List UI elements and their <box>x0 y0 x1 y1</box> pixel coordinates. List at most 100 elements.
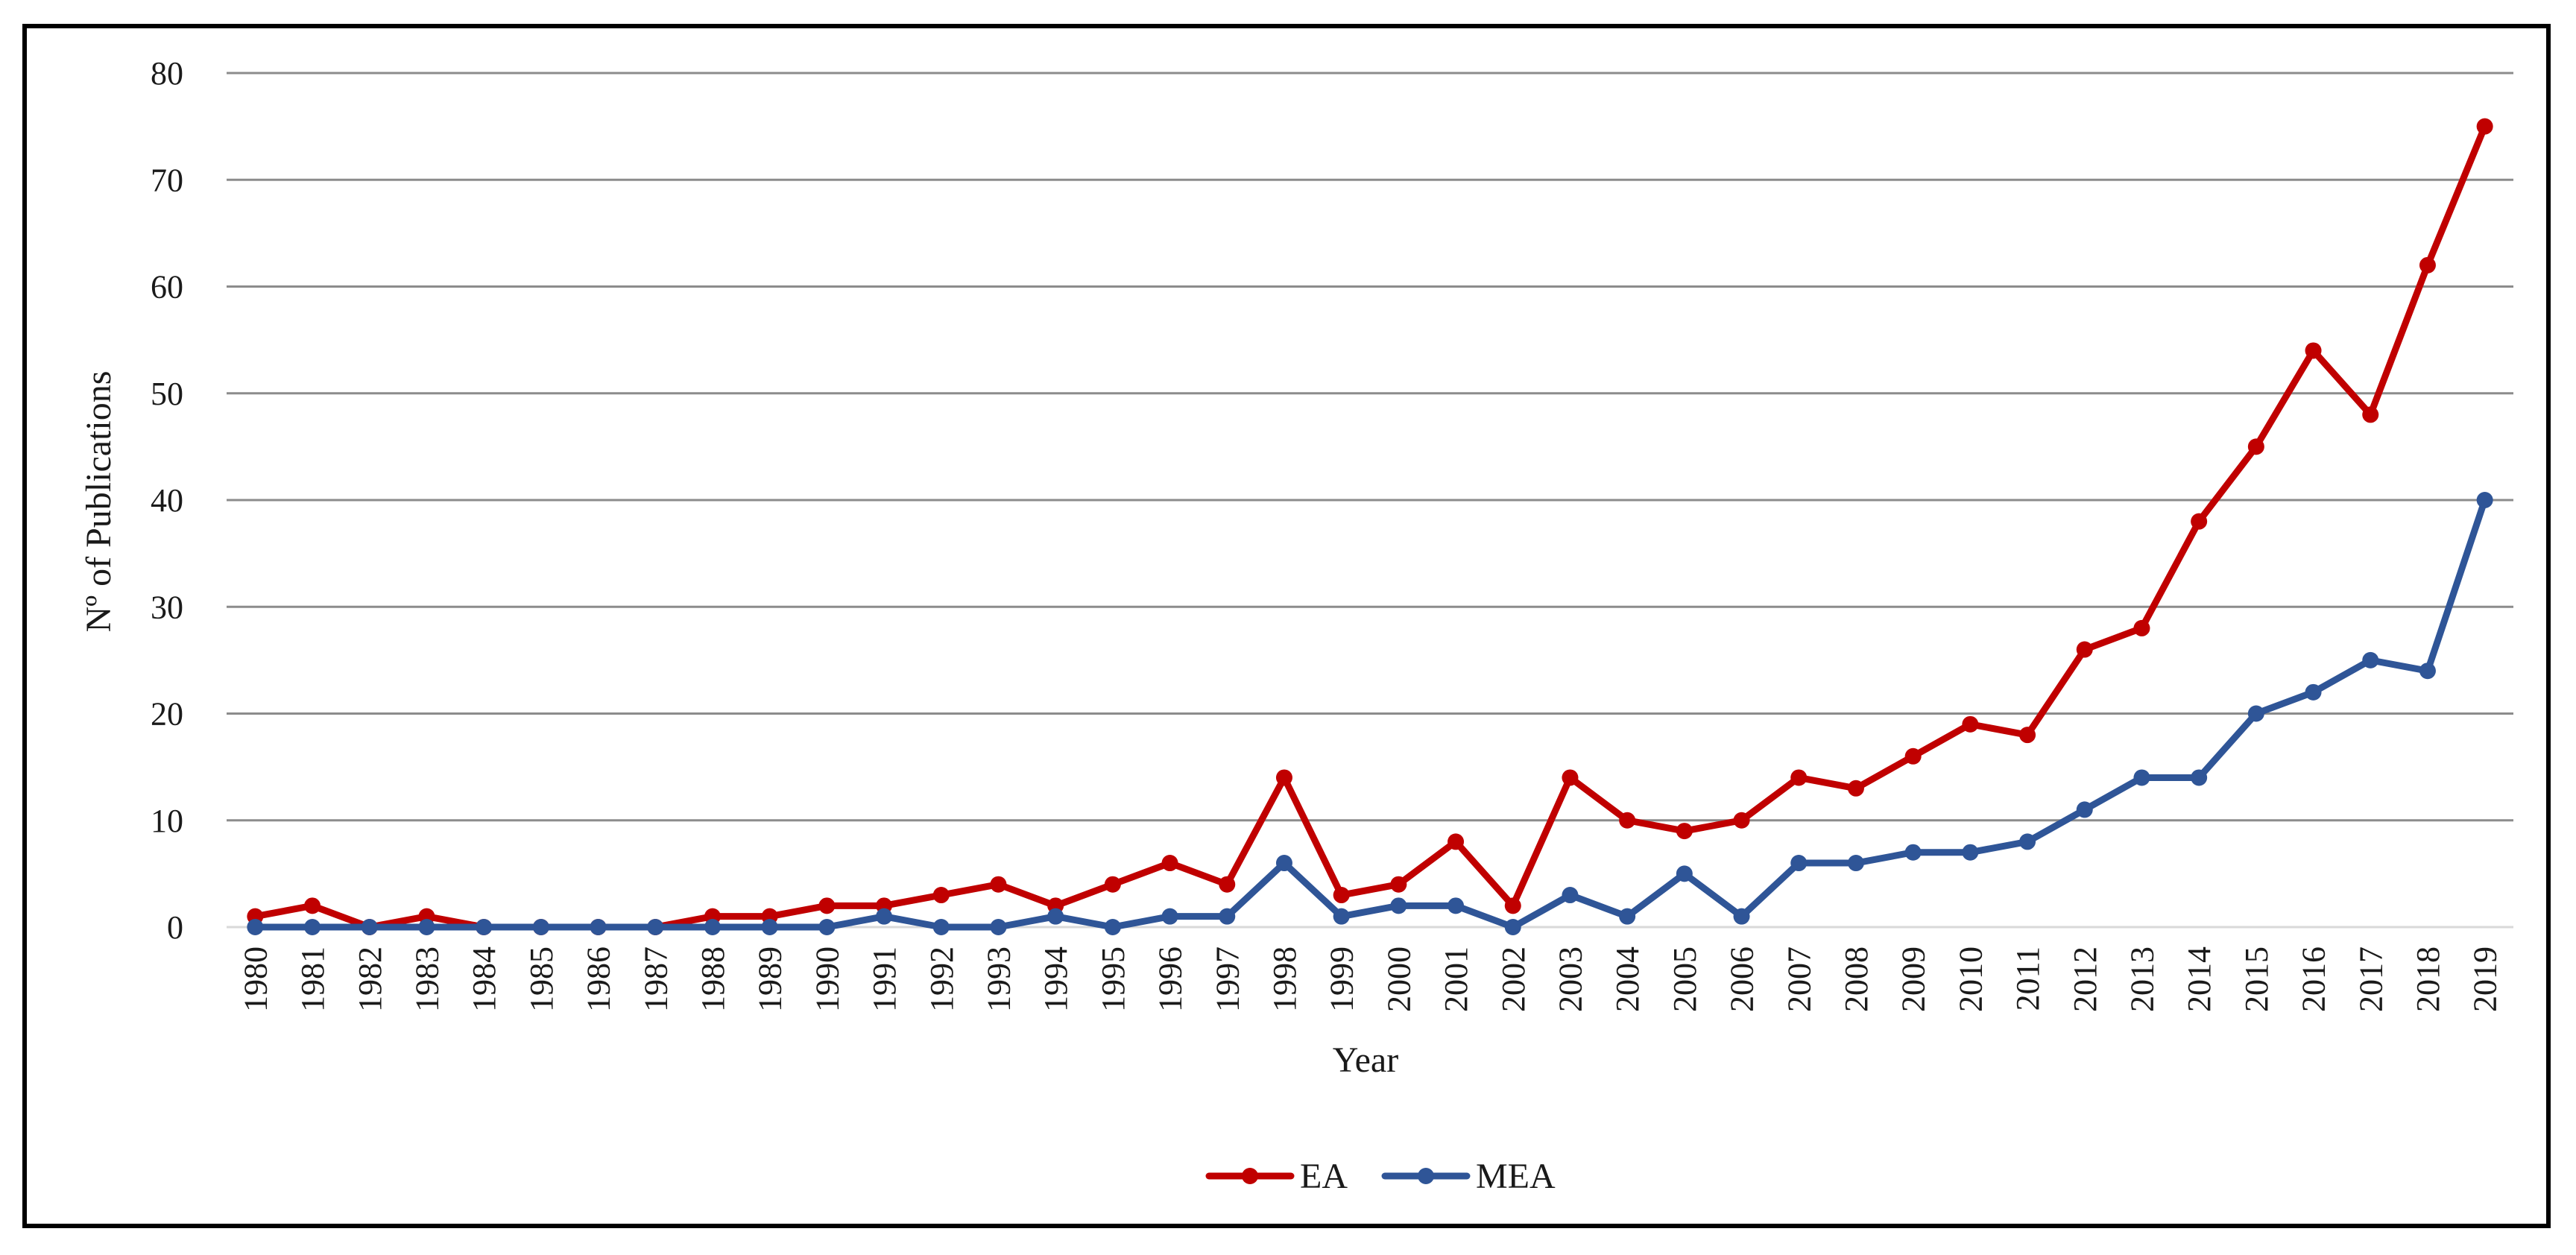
data-point-ea-2018 <box>2419 256 2436 274</box>
x-axis-title: Year <box>1333 1040 1398 1080</box>
data-point-mea-1984 <box>476 919 493 935</box>
data-point-ea-1999 <box>1333 887 1350 904</box>
x-tick-label-2010: 2010 <box>1952 946 1989 1012</box>
x-tick-label-1996: 1996 <box>1152 946 1189 1012</box>
data-point-ea-2002 <box>1504 897 1521 914</box>
data-point-mea-2000 <box>1390 897 1407 914</box>
data-point-ea-2004 <box>1619 812 1636 829</box>
data-point-mea-2011 <box>2019 833 2036 850</box>
gridlines <box>227 72 2513 929</box>
series-layer <box>247 118 2493 935</box>
data-point-ea-2009 <box>1904 747 1922 765</box>
data-point-mea-1995 <box>1104 919 1121 935</box>
x-tick-label-1998: 1998 <box>1266 946 1303 1012</box>
x-tick-label-1985: 1985 <box>523 946 560 1012</box>
data-point-mea-1988 <box>704 919 721 935</box>
data-point-mea-1994 <box>1047 908 1064 925</box>
x-tick-label-1989: 1989 <box>752 946 789 1012</box>
legend-label-mea: MEA <box>1476 1157 1556 1196</box>
data-point-ea-2005 <box>1676 823 1693 840</box>
series-mea <box>247 492 2493 935</box>
data-point-ea-2000 <box>1390 876 1407 893</box>
x-tick-label-2012: 2012 <box>2067 946 2103 1012</box>
data-point-ea-1990 <box>818 897 836 914</box>
data-point-ea-2001 <box>1448 833 1465 850</box>
data-point-ea-2019 <box>2476 118 2493 135</box>
x-tick-label-2018: 2018 <box>2410 946 2446 1012</box>
legend-marker-ea <box>1242 1168 1258 1184</box>
x-tick-label-2007: 2007 <box>1781 946 1817 1012</box>
data-point-ea-1993 <box>990 876 1007 893</box>
y-tick-label-0: 0 <box>167 909 183 946</box>
data-point-ea-2017 <box>2362 406 2379 423</box>
x-tick-label-1993: 1993 <box>980 946 1017 1012</box>
y-tick-label-50: 50 <box>151 376 183 412</box>
data-point-ea-1998 <box>1275 769 1292 786</box>
data-point-mea-1996 <box>1161 908 1178 925</box>
data-point-ea-2012 <box>2076 641 2093 658</box>
x-tick-label-1981: 1981 <box>294 946 331 1012</box>
x-tick-label-1987: 1987 <box>637 946 674 1012</box>
data-point-mea-2003 <box>1562 887 1579 904</box>
data-point-ea-2015 <box>2247 438 2264 455</box>
data-point-mea-2015 <box>2247 705 2264 722</box>
x-tick-label-2003: 2003 <box>1552 946 1588 1012</box>
data-point-mea-2005 <box>1676 865 1693 882</box>
data-point-mea-2007 <box>1790 855 1808 872</box>
series-line-ea <box>251 123 2489 931</box>
x-tick-label-2015: 2015 <box>2238 946 2275 1012</box>
legend-item-mea: MEA <box>1381 1157 1556 1196</box>
x-tick-label-1997: 1997 <box>1209 946 1246 1012</box>
data-point-mea-2014 <box>2191 769 2208 786</box>
x-tick-label-1991: 1991 <box>866 946 903 1012</box>
data-point-ea-2006 <box>1733 812 1750 829</box>
x-tick-label-1980: 1980 <box>237 946 274 1012</box>
legend: EA MEA <box>1205 1157 1556 1196</box>
data-point-ea-1992 <box>932 887 950 904</box>
x-tick-label-1994: 1994 <box>1038 946 1074 1012</box>
data-point-ea-2011 <box>2019 727 2036 744</box>
data-point-mea-1987 <box>647 919 664 935</box>
y-tick-label-70: 70 <box>151 162 183 198</box>
data-point-mea-1980 <box>247 919 264 935</box>
y-tick-label-10: 10 <box>151 803 183 839</box>
x-tick-label-1995: 1995 <box>1095 946 1131 1012</box>
data-point-ea-1981 <box>304 897 321 914</box>
x-tick-label-1988: 1988 <box>695 946 731 1012</box>
x-tick-label-1990: 1990 <box>809 946 845 1012</box>
y-tick-label-80: 80 <box>151 55 183 92</box>
y-tick-label-40: 40 <box>151 482 183 519</box>
data-point-mea-1992 <box>932 919 950 935</box>
data-point-mea-1982 <box>361 919 378 935</box>
data-point-mea-2016 <box>2305 683 2322 701</box>
data-point-mea-2002 <box>1504 919 1521 935</box>
legend-label-ea: EA <box>1300 1157 1348 1196</box>
series-ea <box>247 118 2493 935</box>
x-tick-label-2009: 2009 <box>1895 946 1932 1012</box>
x-tick-label-2014: 2014 <box>2181 946 2217 1012</box>
data-point-ea-2010 <box>1962 715 1979 733</box>
data-point-ea-1995 <box>1104 876 1121 893</box>
data-point-mea-1998 <box>1275 855 1292 872</box>
data-point-ea-2016 <box>2305 342 2322 359</box>
x-tick-label-2019: 2019 <box>2467 946 2504 1012</box>
x-tick-label-1986: 1986 <box>581 946 617 1012</box>
data-point-mea-2001 <box>1448 897 1465 914</box>
y-tick-label-20: 20 <box>151 696 183 733</box>
x-tick-label-2000: 2000 <box>1380 946 1417 1012</box>
x-axis-ticks: 1980 1981 1982 1983 1984 1985 1986 1987 1988 1989… <box>237 946 2503 1012</box>
x-tick-label-2011: 2011 <box>2010 946 2046 1011</box>
data-point-mea-1990 <box>818 919 836 935</box>
x-tick-label-2017: 2017 <box>2352 946 2389 1012</box>
x-tick-label-2013: 2013 <box>2124 946 2160 1012</box>
data-point-ea-2003 <box>1562 769 1579 786</box>
data-point-mea-1989 <box>761 919 778 935</box>
x-tick-label-2002: 2002 <box>1495 946 1532 1012</box>
data-point-ea-2014 <box>2191 513 2208 530</box>
data-point-mea-1997 <box>1219 908 1236 925</box>
chart-frame: 0 10 20 30 40 50 60 70 80 1980 1981 1982 1983 1984 19… <box>22 24 2551 1228</box>
data-point-mea-2010 <box>1962 844 1979 861</box>
data-point-ea-2008 <box>1847 780 1864 797</box>
data-point-mea-1981 <box>304 919 321 935</box>
y-tick-label-30: 30 <box>151 589 183 625</box>
